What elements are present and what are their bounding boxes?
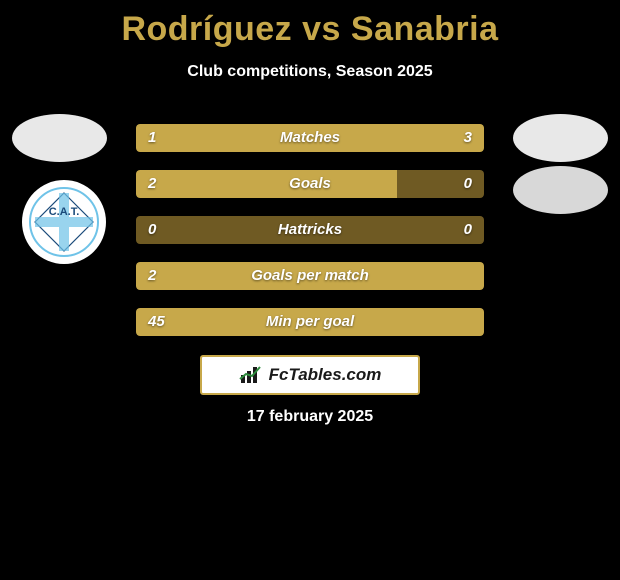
bar-matches: 1 Matches 3 (136, 124, 484, 152)
bar-label: Hattricks (136, 216, 484, 244)
comparison-bars: 1 Matches 3 2 Goals 0 0 Hattricks 0 2 Go… (136, 124, 484, 354)
bar-label: Goals per match (136, 262, 484, 290)
branding-text: FcTables.com (269, 365, 382, 385)
date-text: 17 february 2025 (0, 408, 620, 426)
bar-label: Min per goal (136, 308, 484, 336)
club-badge-text: C.A.T. (49, 206, 80, 218)
bar-right-value: 3 (464, 124, 472, 152)
bar-right-value: 0 (464, 216, 472, 244)
player1-avatar (12, 114, 107, 162)
player2-avatar (513, 114, 608, 162)
bar-right-value: 0 (464, 170, 472, 198)
bar-goals: 2 Goals 0 (136, 170, 484, 198)
bar-hattricks: 0 Hattricks 0 (136, 216, 484, 244)
bar-goals-per-match: 2 Goals per match (136, 262, 484, 290)
player1-club-badge: C.A.T. (22, 180, 106, 264)
club-badge-icon: C.A.T. (29, 187, 99, 257)
page-title: Rodríguez vs Sanabria (0, 0, 620, 49)
bar-chart-icon (239, 365, 263, 385)
player2-club-avatar (513, 166, 608, 214)
bar-label: Goals (136, 170, 484, 198)
bar-min-per-goal: 45 Min per goal (136, 308, 484, 336)
page-subtitle: Club competitions, Season 2025 (0, 63, 620, 81)
bar-label: Matches (136, 124, 484, 152)
branding-box: FcTables.com (200, 355, 420, 395)
